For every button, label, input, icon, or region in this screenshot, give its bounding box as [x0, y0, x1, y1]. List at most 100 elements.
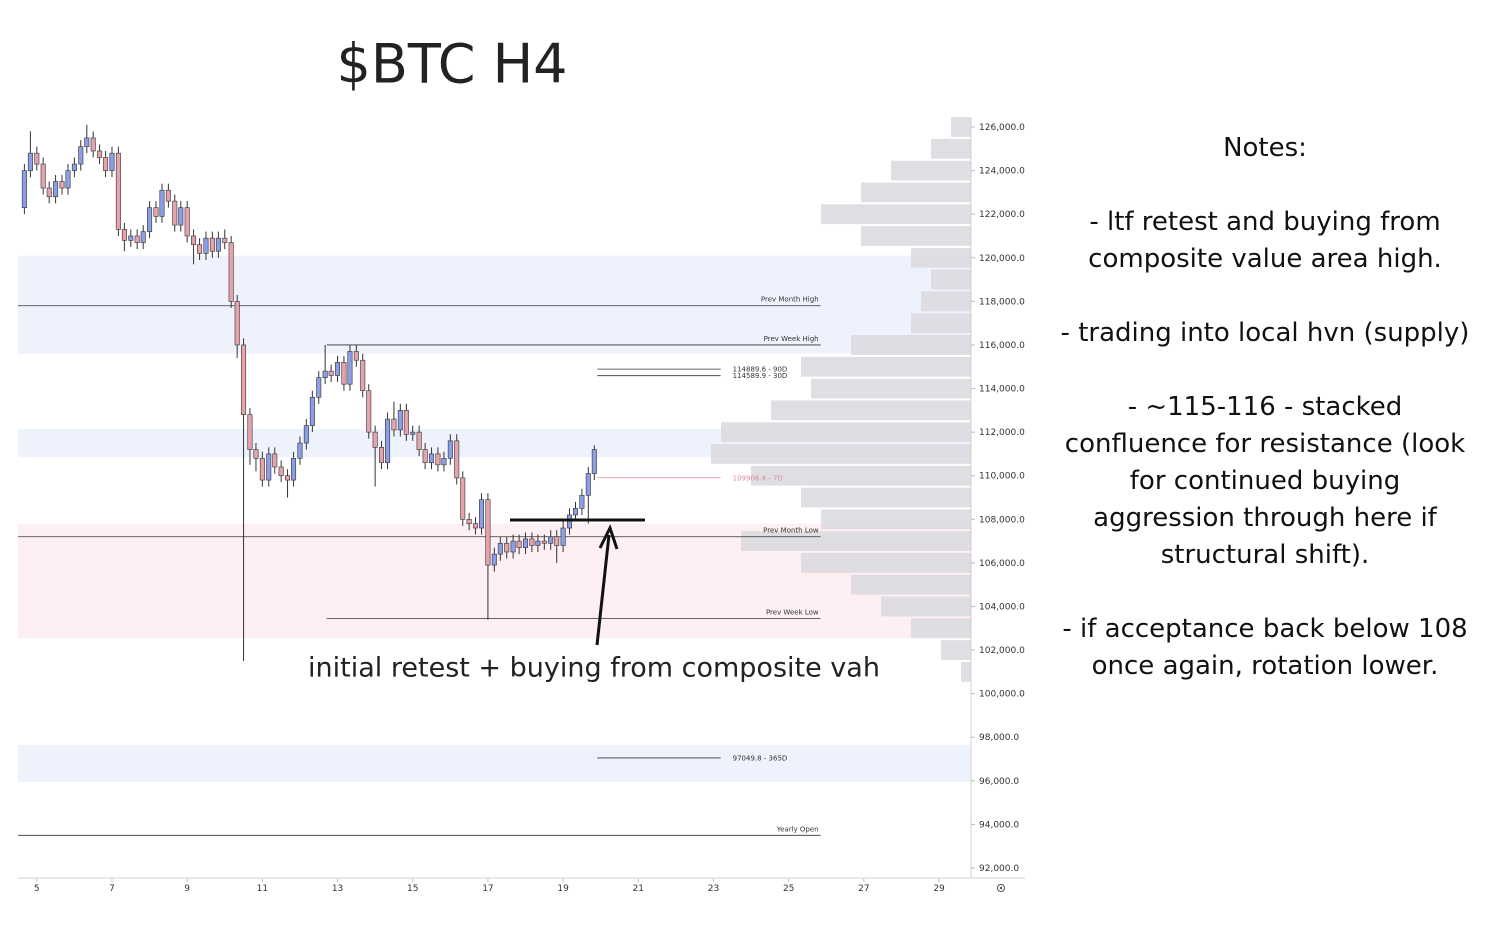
profile-bar — [951, 117, 971, 137]
candle-body — [541, 540, 547, 544]
chart-title: $BTC H4 — [336, 33, 567, 96]
profile-bar — [941, 640, 971, 660]
profile-bar — [861, 182, 971, 203]
candle-body — [573, 508, 579, 516]
candle-body — [266, 453, 272, 481]
candle-body — [53, 181, 59, 198]
candle-body — [516, 540, 522, 548]
settings-icon-dot — [999, 886, 1003, 890]
candle-body — [297, 442, 303, 459]
candle-body — [128, 235, 134, 241]
x-tick-label: 5 — [34, 884, 40, 894]
x-tick-label: 23 — [708, 884, 719, 894]
levels: Prev Month High Prev Week High 114889.6 - … — [18, 296, 821, 836]
candle-body — [228, 242, 234, 302]
candle-body — [209, 237, 215, 252]
profile-bar — [801, 487, 971, 508]
candle-body — [115, 152, 121, 230]
candle-body — [247, 414, 253, 450]
y-tick-label: 126,000.0 — [979, 123, 1025, 133]
y-tick-label: 120,000.0 — [979, 254, 1025, 264]
candle-body — [523, 538, 529, 548]
candle-body — [335, 362, 341, 376]
candle-body — [241, 344, 247, 415]
y-tick-label: 96,000.0 — [979, 777, 1019, 787]
candle-body — [21, 170, 27, 208]
candle-body — [90, 137, 96, 152]
candle-body — [548, 536, 554, 544]
candle-body — [372, 431, 378, 448]
y-tick-label: 104,000.0 — [979, 602, 1025, 612]
candle-body — [385, 418, 391, 463]
settings-icon[interactable] — [997, 884, 1005, 892]
candle-body — [504, 542, 510, 553]
profile-bar — [861, 226, 971, 246]
candle-body — [410, 431, 416, 435]
candle-body — [291, 457, 297, 481]
zone — [18, 255, 971, 354]
x-tick-label: 29 — [933, 884, 945, 894]
y-tick-label: 102,000.0 — [979, 646, 1025, 656]
notes-title: Notes: — [1223, 133, 1307, 163]
candle-body — [109, 152, 115, 171]
candle-body — [40, 163, 46, 189]
candle-body — [497, 542, 503, 555]
profile-bar — [911, 313, 971, 334]
candle-body — [591, 449, 597, 474]
candle-body — [485, 499, 491, 566]
profile-bar — [931, 138, 971, 159]
x-tick-label: 25 — [783, 884, 794, 894]
y-tick-label: 118,000.0 — [979, 297, 1025, 307]
y-tick-label: 106,000.0 — [979, 559, 1025, 569]
candle-body — [529, 538, 535, 546]
x-tick-label: 11 — [257, 884, 268, 894]
candle-body — [234, 301, 240, 346]
candle-body — [285, 475, 291, 481]
candle-body — [184, 207, 190, 237]
candle-body — [259, 457, 265, 481]
y-tick-label: 112,000.0 — [979, 428, 1025, 438]
profile-bar — [911, 247, 971, 268]
profile-bar — [801, 552, 971, 573]
level-label: Prev Week Low — [766, 608, 819, 616]
candle-body — [134, 235, 140, 243]
x-tick-label: 15 — [407, 884, 418, 894]
axes: 92,000.0 94,000.0 96,000.0 98,000.0 100,000.… — [18, 118, 1025, 894]
y-tick-label: 116,000.0 — [979, 341, 1025, 351]
note-item: - trading into local hvn (supply) — [1060, 318, 1470, 348]
candle-body — [535, 540, 541, 546]
profile-bar — [711, 444, 971, 464]
candle-body — [121, 229, 127, 241]
profile-bar — [751, 465, 971, 486]
profile-bar — [891, 160, 971, 181]
candle-body — [303, 425, 309, 444]
candle-body — [391, 418, 397, 431]
x-tick-label: 13 — [332, 884, 343, 894]
y-tick-label: 100,000.0 — [979, 690, 1025, 700]
candle-body — [585, 473, 591, 496]
candle-body — [366, 390, 372, 433]
y-tick-label: 110,000.0 — [979, 472, 1025, 482]
note-item: - ltf retest and buying from composite v… — [1088, 207, 1442, 274]
candles — [21, 124, 597, 661]
x-tick-label: 27 — [858, 884, 869, 894]
x-tick-label: 7 — [109, 884, 115, 894]
level-label: Prev Month Low — [763, 527, 819, 535]
note-item: - ~115-116 - stacked confluence for resi… — [1064, 392, 1466, 570]
candle-body — [454, 440, 460, 479]
profile-bar — [851, 574, 971, 595]
annotation-arrow — [595, 534, 611, 646]
profile-bar — [771, 400, 971, 421]
profile-bar — [881, 596, 971, 617]
arrow-head — [598, 524, 619, 550]
candle-body — [103, 157, 109, 171]
candle-body — [403, 410, 409, 435]
level-label: 114889.6 - 90D — [733, 366, 788, 374]
profile-bar — [921, 291, 971, 312]
x-tick-label: 17 — [482, 884, 493, 894]
y-tick-label: 98,000.0 — [979, 733, 1019, 743]
profile-bar — [811, 378, 971, 399]
candle-body — [59, 181, 65, 189]
profile-bar — [721, 422, 971, 443]
